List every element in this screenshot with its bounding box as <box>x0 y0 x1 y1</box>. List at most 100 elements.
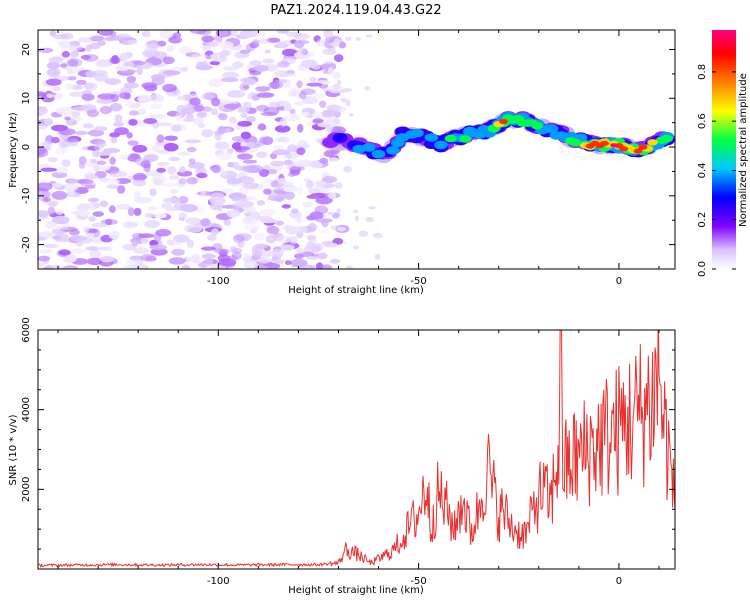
noise-blob <box>46 93 54 99</box>
snr-y-label: SNR (10 * v/v) <box>8 414 19 485</box>
noise-blob <box>284 260 292 266</box>
noise-blob <box>321 109 336 118</box>
noise-blob <box>162 83 177 93</box>
noise-blob <box>175 112 183 121</box>
noise-blob <box>92 149 100 158</box>
noise-blob <box>332 71 341 80</box>
noise-blob <box>297 123 304 133</box>
noise-speck <box>336 79 342 85</box>
noise-speck <box>353 245 359 250</box>
noise-blob <box>181 107 196 115</box>
ridge-blob <box>459 135 472 143</box>
noise-blob <box>239 30 258 38</box>
noise-blob <box>218 41 234 49</box>
ridge-blob <box>424 133 439 142</box>
noise-blob <box>126 259 141 266</box>
noise-blob <box>190 53 209 60</box>
noise-blob <box>66 58 83 67</box>
noise-blob <box>201 129 214 138</box>
noise-blob <box>239 186 249 196</box>
ridge-blob <box>569 139 582 147</box>
noise-speck <box>343 165 352 173</box>
noise-blob <box>86 109 100 118</box>
noise-blob <box>289 166 302 174</box>
noise-blob <box>307 222 317 232</box>
noise-blob <box>237 146 251 151</box>
noise-blob <box>76 203 90 212</box>
y-tick-label: 4000 <box>21 397 32 422</box>
noise-blob <box>132 144 148 153</box>
noise-blob <box>333 110 342 119</box>
noise-blob <box>186 239 194 249</box>
noise-blob <box>254 243 269 249</box>
noise-blob <box>239 82 250 92</box>
noise-blob <box>276 235 292 244</box>
noise-blob <box>105 78 122 85</box>
noise-blob <box>86 257 104 266</box>
figure-title: PAZ1.2024.119.04.43.G22 <box>270 3 441 18</box>
noise-blob <box>54 225 69 231</box>
noise-blob <box>264 49 271 54</box>
noise-blob <box>166 44 175 53</box>
noise-blob <box>226 177 242 185</box>
snr-series-line <box>38 330 675 568</box>
colorbar-tick-label: 0.6 <box>697 113 708 129</box>
noise-blob <box>229 116 237 124</box>
noise-blob <box>239 49 251 54</box>
noise-blob <box>181 264 191 269</box>
noise-blob <box>189 30 208 35</box>
noise-blob <box>319 100 327 108</box>
noise-blob <box>200 190 207 196</box>
x-tick-label: -100 <box>207 276 230 287</box>
noise-blob <box>306 241 315 249</box>
noise-blob <box>131 240 138 247</box>
heatmap-noise-layer <box>38 30 383 269</box>
noise-blob <box>77 210 90 217</box>
noise-blob <box>144 154 159 162</box>
ridge-blob <box>531 121 544 130</box>
noise-blob <box>209 196 226 206</box>
noise-speck <box>339 89 347 93</box>
noise-blob <box>323 150 335 158</box>
heatmap-y-ticks: -20 -10 0 10 20 <box>21 43 675 270</box>
noise-blob <box>117 185 126 194</box>
noise-blob <box>269 152 278 160</box>
noise-blob <box>287 144 298 153</box>
noise-blob <box>70 50 80 58</box>
noise-blob <box>89 249 102 259</box>
noise-blob <box>211 164 222 174</box>
noise-blob <box>283 191 295 200</box>
noise-blob <box>38 262 44 268</box>
noise-blob <box>155 229 172 237</box>
noise-blob <box>178 178 187 185</box>
noise-blob <box>46 68 61 77</box>
noise-blob <box>193 117 204 126</box>
noise-blob <box>143 118 158 124</box>
noise-blob <box>171 248 186 256</box>
noise-blob <box>80 54 91 60</box>
noise-blob <box>251 250 263 258</box>
noise-blob <box>187 227 202 233</box>
y-tick-label: -10 <box>21 188 32 204</box>
noise-blob <box>62 265 79 269</box>
noise-blob <box>296 147 306 156</box>
noise-blob <box>319 157 329 164</box>
noise-blob <box>144 220 160 229</box>
colorbar: 0.0 0.2 0.4 0.6 0.8 Normalized spectral ampl… <box>697 30 749 277</box>
noise-blob <box>106 184 119 189</box>
noise-blob <box>221 71 240 79</box>
noise-blob <box>150 114 166 119</box>
noise-blob <box>133 60 146 66</box>
noise-blob <box>215 152 232 161</box>
noise-speck <box>327 192 337 199</box>
noise-blob <box>224 127 232 133</box>
noise-blob <box>122 221 138 229</box>
noise-blob <box>153 51 167 59</box>
noise-blob <box>310 160 323 169</box>
noise-blob <box>308 188 321 194</box>
noise-blob <box>66 68 74 75</box>
noise-blob <box>329 258 341 264</box>
noise-blob <box>93 165 101 172</box>
noise-blob <box>276 30 290 34</box>
